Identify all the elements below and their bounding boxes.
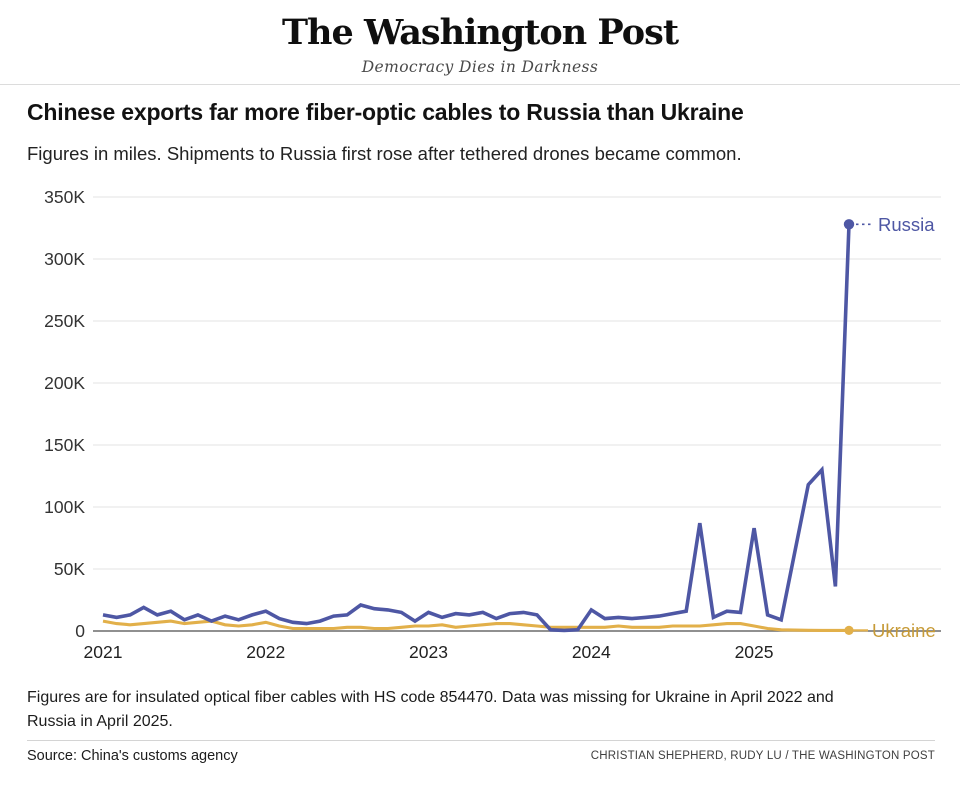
masthead-divider	[0, 84, 960, 85]
source-label: Source: China's customs agency	[27, 748, 238, 764]
masthead-tagline: Democracy Dies in Darkness	[361, 57, 599, 76]
series-label-russia: Russia	[878, 214, 935, 235]
series-line-ukraine	[102, 619, 849, 632]
x-axis-tick-label: 2022	[246, 642, 285, 662]
x-axis-tick-label: 2024	[572, 642, 611, 662]
x-axis-tick-label: 2023	[409, 642, 448, 662]
y-axis-tick-label: 50K	[54, 559, 85, 579]
y-axis-tick-label: 0	[75, 621, 85, 641]
ukraine-end-dot	[844, 625, 854, 635]
headline: Chinese exports far more fiber-optic cab…	[27, 99, 744, 125]
y-axis-tick-label: 250K	[44, 311, 85, 331]
credit-label: CHRISTIAN SHEPHERD, RUDY LU / THE WASHIN…	[590, 750, 935, 762]
y-axis-tick-label: 200K	[44, 373, 85, 393]
line-chart: 0 50K 100K 150K 200K 250K 300K 350K 2021 2022 2023…	[44, 187, 941, 662]
russia-end-dot	[843, 219, 855, 230]
y-axis-tick-label: 100K	[44, 497, 85, 517]
subhead: Figures in miles. Shipments to Russia fi…	[27, 143, 742, 164]
y-axis-tick-label: 300K	[44, 249, 85, 269]
y-axis-tick-label: 150K	[44, 435, 85, 455]
source-row: Source: China's customs agency CHRISTIAN…	[27, 748, 935, 764]
series-label-ukraine: Ukraine	[872, 620, 936, 641]
x-axis-tick-label: 2021	[84, 642, 123, 662]
footer-divider	[27, 740, 935, 741]
masthead-title: The Washington Post	[282, 12, 679, 53]
footnote: Figures are for insulated optical fiber …	[27, 689, 834, 730]
y-axis-tick-label: 350K	[44, 187, 85, 207]
series-line-russia	[102, 224, 851, 633]
masthead: The Washington Post Democracy Dies in Da…	[0, 12, 960, 76]
x-axis-tick-label: 2025	[735, 642, 774, 662]
